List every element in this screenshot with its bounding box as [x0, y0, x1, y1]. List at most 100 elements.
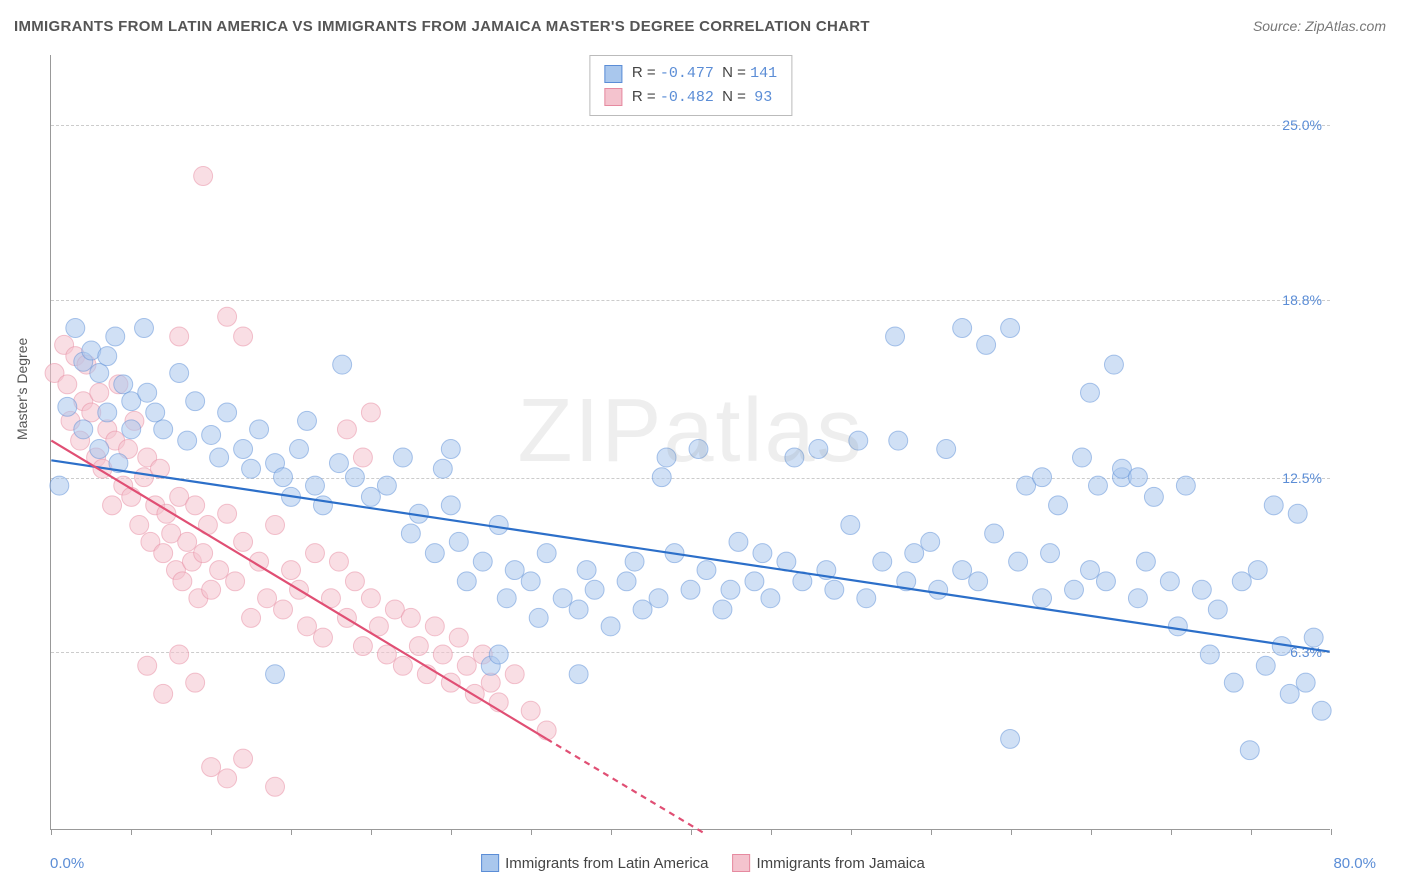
scatter-point: [242, 459, 261, 478]
scatter-point: [921, 532, 940, 551]
x-tick-mark: [1331, 829, 1332, 835]
scatter-point: [457, 572, 476, 591]
scatter-point: [1296, 673, 1315, 692]
scatter-point: [218, 769, 237, 788]
scatter-point: [345, 572, 364, 591]
scatter-point: [825, 580, 844, 599]
x-tick-mark: [131, 829, 132, 835]
scatter-point: [90, 383, 109, 402]
scatter-point: [553, 589, 572, 608]
scatter-point: [1033, 468, 1052, 487]
stats-swatch-latin: [604, 65, 622, 83]
x-tick-mark: [1011, 829, 1012, 835]
x-tick-mark: [1091, 829, 1092, 835]
scatter-point: [186, 496, 205, 515]
scatter-point: [234, 749, 253, 768]
scatter-point: [1168, 617, 1187, 636]
legend-swatch-jamaica: [733, 854, 751, 872]
regression-line: [547, 739, 707, 835]
scatter-point: [489, 645, 508, 664]
scatter-point: [186, 673, 205, 692]
scatter-point: [1232, 572, 1251, 591]
scatter-point: [170, 645, 189, 664]
scatter-point: [809, 440, 828, 459]
scatter-point: [953, 319, 972, 338]
scatter-point: [449, 628, 468, 647]
scatter-point: [66, 319, 85, 338]
scatter-point: [282, 561, 301, 580]
legend-item-latin: Immigrants from Latin America: [481, 854, 708, 872]
scatter-point: [329, 552, 348, 571]
scatter-point: [173, 572, 192, 591]
scatter-point: [401, 608, 420, 627]
scatter-point: [218, 403, 237, 422]
scatter-point: [58, 375, 77, 394]
scatter-point: [505, 665, 524, 684]
scatter-point: [873, 552, 892, 571]
scatter-point: [841, 516, 860, 535]
scatter-point: [234, 327, 253, 346]
scatter-point: [194, 544, 213, 563]
scatter-point: [210, 448, 229, 467]
scatter-point: [1224, 673, 1243, 692]
scatter-point: [353, 637, 372, 656]
scatter-point: [1248, 561, 1267, 580]
scatter-point: [1073, 448, 1092, 467]
scatter-point: [1240, 741, 1259, 760]
scatter-point: [849, 431, 868, 450]
scatter-point: [210, 561, 229, 580]
x-tick-mark: [691, 829, 692, 835]
scatter-point: [617, 572, 636, 591]
scatter-point: [1104, 355, 1123, 374]
scatter-point: [218, 307, 237, 326]
scatter-point: [170, 327, 189, 346]
scatter-point: [361, 589, 380, 608]
scatter-point: [1176, 476, 1195, 495]
scatter-point: [657, 448, 676, 467]
scatter-point: [98, 347, 117, 366]
scatter-point: [521, 572, 540, 591]
scatter-point: [1065, 580, 1084, 599]
scatter-point: [633, 600, 652, 619]
y-axis-label: Master's Degree: [14, 338, 30, 440]
scatter-point: [1136, 552, 1155, 571]
scatter-point: [106, 327, 125, 346]
scatter-point: [1200, 645, 1219, 664]
scatter-point: [689, 440, 708, 459]
scatter-point: [154, 420, 173, 439]
scatter-point: [170, 364, 189, 383]
scatter-point: [721, 580, 740, 599]
scatter-point: [761, 589, 780, 608]
x-tick-mark: [51, 829, 52, 835]
scatter-point: [122, 420, 141, 439]
legend-label-latin: Immigrants from Latin America: [505, 855, 708, 872]
scatter-point: [202, 425, 221, 444]
scatter-point: [1312, 701, 1331, 720]
scatter-point: [234, 440, 253, 459]
scatter-point: [457, 656, 476, 675]
scatter-point: [305, 544, 324, 563]
scatter-point: [333, 355, 352, 374]
scatter-point: [537, 544, 556, 563]
scatter-point: [234, 532, 253, 551]
source-attribution: Source: ZipAtlas.com: [1253, 18, 1386, 34]
scatter-point: [425, 544, 444, 563]
scatter-point: [194, 167, 213, 186]
scatter-point: [130, 516, 149, 535]
scatter-point: [74, 420, 93, 439]
x-tick-mark: [1171, 829, 1172, 835]
x-tick-mark: [291, 829, 292, 835]
x-tick-mark: [851, 829, 852, 835]
scatter-point: [1264, 496, 1283, 515]
scatter-point: [1049, 496, 1068, 515]
scatter-point: [569, 665, 588, 684]
scatter-point: [1080, 561, 1099, 580]
scatter-point: [521, 701, 540, 720]
scatter-point: [585, 580, 604, 599]
scatter-point: [449, 532, 468, 551]
scatter-point: [1001, 729, 1020, 748]
scatter-point: [577, 561, 596, 580]
scatter-point: [218, 504, 237, 523]
scatter-point: [114, 375, 133, 394]
scatter-point: [242, 608, 261, 627]
